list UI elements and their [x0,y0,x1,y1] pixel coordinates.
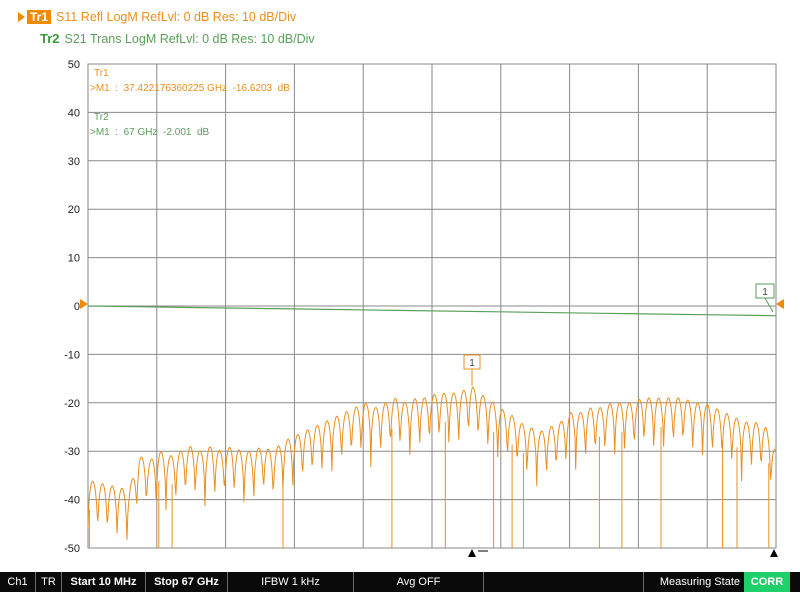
y-tick-label: -10 [64,349,80,361]
marker2-position-triangle-icon [770,549,778,557]
trace2-badge[interactable]: Tr2 [40,31,60,46]
y-tick-label: -50 [64,543,80,555]
status-trigger[interactable]: TR [36,572,62,592]
y-tick-label: 0 [74,301,80,313]
grid-lines [88,64,776,548]
y-tick-label: -40 [64,495,80,507]
trace2-description: S21 Trans LogM RefLvl: 0 dB Res: 10 dB/D… [64,32,315,46]
y-tick-label: -30 [64,446,80,458]
y-tick-label: 40 [68,107,80,119]
marker-trace1-readout: >M1 : 37.422176360225 GHz -16.6203 dB [90,83,290,94]
trace1-dips [88,422,770,548]
status-measuring-state: Measuring State [659,576,740,588]
marker1-trace1-flag-label: 1 [469,358,475,369]
reference-level-left-icon[interactable] [80,299,88,309]
marker-trace2-label: Tr2 [94,112,109,123]
status-blank [484,572,644,592]
marker1-trace2-flag-label: 1 [762,287,768,298]
marker-trace1-label: Tr1 [94,68,109,79]
y-tick-label: 20 [68,204,80,216]
status-averaging[interactable]: Avg OFF [354,572,484,592]
marker-position-triangle-icon [468,549,476,557]
trace2-header[interactable]: Tr2 S21 Trans LogM RefLvl: 0 dB Res: 10 d… [40,30,315,48]
status-channel[interactable]: Ch1 [0,572,36,592]
status-correction-badge[interactable]: CORR [744,572,790,592]
trace1-line [87,386,777,540]
y-tick-label: -20 [64,398,80,410]
status-stop-frequency[interactable]: Stop 67 GHz [146,572,228,592]
measurement-plot[interactable]: 50 40 30 20 10 0 -10 -20 -30 -40 -50 Tr1 >M1 : 37.… [0,0,800,572]
active-trace-arrow-icon [18,12,25,22]
y-axis-tick-labels: 50 40 30 20 10 0 -10 -20 -30 -40 -50 [64,59,80,555]
trace1-description: S11 Refl LogM RefLvl: 0 dB Res: 10 dB/Di… [56,10,297,24]
trace2-line [87,305,777,317]
marker1-trace1[interactable]: 1 [463,354,481,386]
trace1-header[interactable]: Tr1 S11 Refl LogM RefLvl: 0 dB Res: 10 dB… [18,8,296,26]
marker1-trace2[interactable]: 1 [755,283,775,313]
status-ifbw[interactable]: IFBW 1 kHz [228,572,354,592]
y-tick-label: 10 [68,253,80,265]
trace1-badge[interactable]: Tr1 [27,10,52,24]
reference-level-right-icon[interactable] [776,299,784,309]
y-tick-label: 50 [68,59,80,71]
status-bar: Ch1 TR Start 10 MHz Stop 67 GHz IFBW 1 k… [0,572,800,592]
status-start-frequency[interactable]: Start 10 MHz [62,572,146,592]
y-tick-label: 30 [68,156,80,168]
trace-header: Tr1 S11 Refl LogM RefLvl: 0 dB Res: 10 dB… [0,0,800,50]
marker-trace2-readout: >M1 : 67 GHz -2.001 dB [90,127,210,138]
